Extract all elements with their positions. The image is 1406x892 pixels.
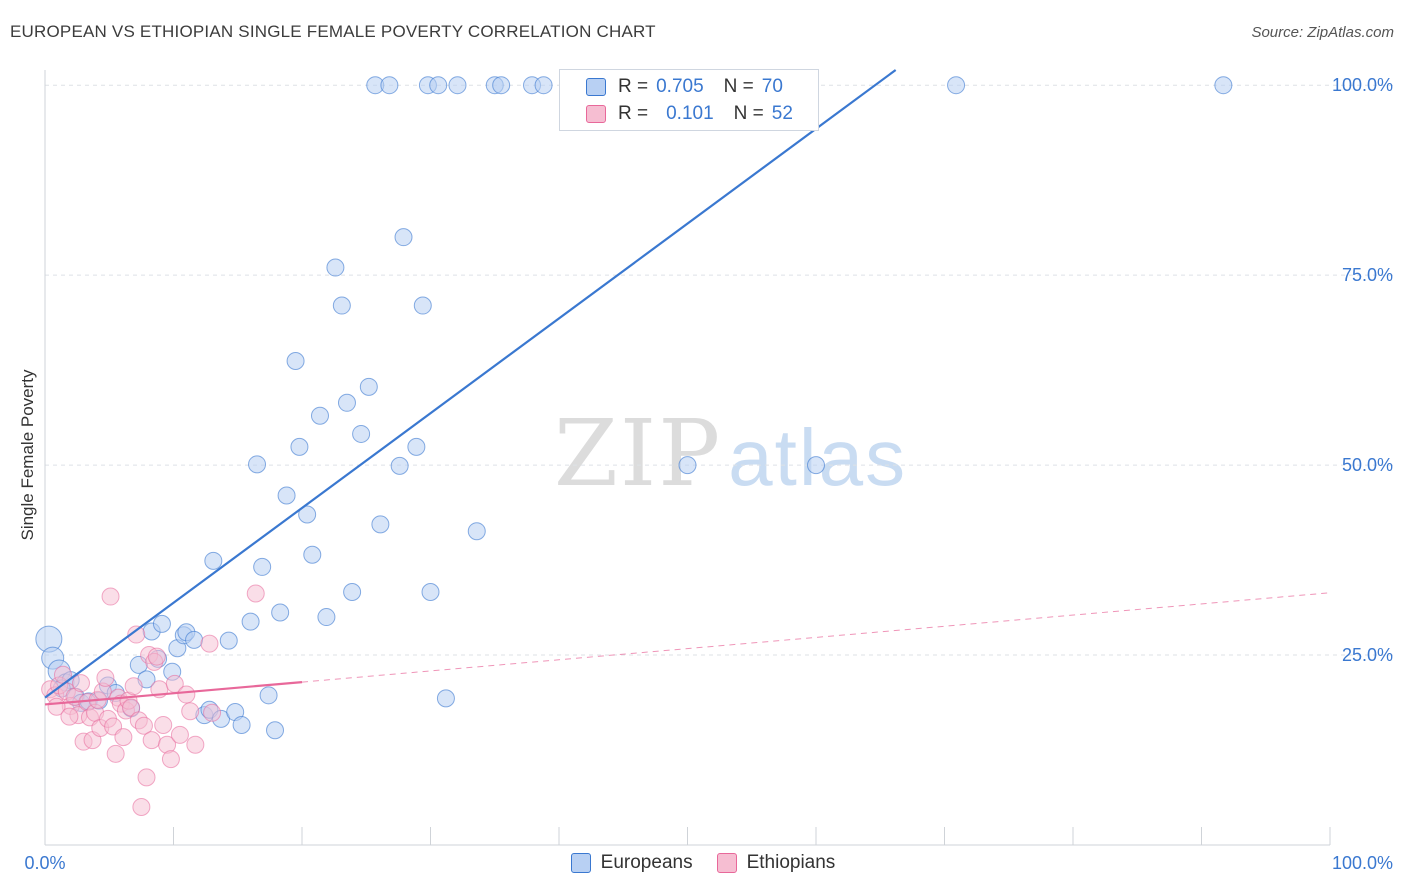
ethiopian-point	[124, 677, 143, 696]
ethiopian-point	[154, 715, 173, 734]
ethiopian-point	[127, 625, 146, 644]
ethiopian-point	[132, 798, 151, 817]
ethiopian-point	[246, 584, 265, 603]
european-point	[286, 352, 305, 371]
ethiopian-point	[71, 674, 90, 693]
european-point	[359, 377, 378, 396]
legend-n-value: 70	[761, 76, 783, 97]
legend-r-value: 0.101	[666, 103, 714, 124]
european-point	[492, 76, 511, 95]
european-point	[232, 715, 251, 734]
legend-label-europeans: Europeans	[600, 852, 693, 873]
source-credit: Source: ZipAtlas.com	[1251, 24, 1394, 41]
european-point	[1214, 76, 1233, 95]
european-point	[337, 393, 356, 412]
european-point	[253, 557, 272, 576]
european-point	[436, 689, 455, 708]
legend-r-label: R =	[618, 103, 649, 124]
chart-title: EUROPEAN VS ETHIOPIAN SINGLE FEMALE POVE…	[10, 22, 656, 41]
european-point	[271, 603, 290, 622]
european-point	[204, 551, 223, 570]
european-point	[317, 608, 336, 627]
european-point	[326, 258, 345, 277]
european-point	[303, 545, 322, 564]
ethiopian-point	[203, 703, 222, 722]
ethiopian-point	[181, 702, 200, 721]
legend-label-ethiopians: Ethiopians	[746, 852, 836, 873]
series-legend: Europeans Ethiopians	[0, 852, 1406, 874]
european-point	[332, 296, 351, 315]
european-point	[290, 437, 309, 456]
y-tick-label: 75.0%	[1342, 265, 1393, 285]
legend-r-value: 0.705	[656, 76, 704, 97]
ethiopian-point	[177, 685, 196, 704]
legend-swatch-ethiopians	[586, 105, 606, 123]
ethiopian-point	[147, 647, 166, 666]
x-tick-label: 100.0%	[1332, 853, 1393, 873]
watermark: ZIPatlas	[554, 400, 907, 507]
ethiopian-point	[161, 750, 180, 769]
legend-n-label: N =	[723, 76, 754, 97]
european-point	[678, 456, 697, 475]
european-point	[394, 228, 413, 247]
european-point	[152, 614, 171, 633]
european-point	[390, 456, 409, 475]
legend-item-ethiopians[interactable]: Ethiopians	[716, 852, 836, 874]
legend-n-label: N =	[733, 103, 764, 124]
ethiopian-point	[137, 768, 156, 787]
ethiopian-point	[101, 587, 120, 606]
legend-item-europeans[interactable]: Europeans	[570, 852, 693, 874]
legend-n-value: 52	[771, 103, 793, 124]
european-point	[947, 76, 966, 95]
ethiopian-point	[170, 725, 189, 744]
european-point	[429, 76, 448, 95]
european-point	[413, 296, 432, 315]
ethiopian-point	[60, 707, 79, 726]
european-point	[310, 406, 329, 425]
ethiopian-trend-line	[44, 681, 303, 706]
ethiopian-point	[186, 735, 205, 754]
european-point	[352, 424, 371, 443]
european-point	[241, 612, 260, 631]
european-point	[807, 456, 825, 475]
y-tick-label: 25.0%	[1342, 645, 1393, 665]
european-point	[421, 582, 440, 601]
ethiopian-point	[96, 668, 115, 687]
legend-swatch-europeans	[570, 853, 591, 873]
ethiopian-point	[142, 731, 161, 750]
european-point	[467, 522, 486, 541]
legend-swatch-ethiopians	[716, 853, 737, 873]
x-tick-label: 0.0%	[24, 853, 65, 873]
legend-swatch-europeans	[586, 78, 606, 96]
legend-row-europeans: R = 0.705 N = 70	[586, 75, 783, 99]
ethiopian-point	[106, 744, 125, 763]
european-point	[248, 455, 267, 474]
legend-r-label: R =	[618, 76, 649, 97]
y-tick-label: 100.0%	[1332, 75, 1393, 95]
european-point	[219, 631, 238, 650]
european-point	[343, 582, 362, 601]
correlation-legend: R = 0.705 N = 70 R = 0.101 N = 52	[559, 69, 819, 131]
european-point	[371, 515, 390, 534]
european-point	[277, 486, 296, 505]
ethiopian-point	[134, 716, 153, 735]
european-point	[185, 630, 204, 649]
ethiopian-point	[200, 634, 219, 653]
watermark-zip: ZIP	[554, 400, 723, 507]
european-point	[298, 505, 317, 524]
european-point	[259, 686, 278, 705]
ethiopian-trend-extension	[301, 592, 1331, 683]
european-point	[407, 437, 426, 456]
ethiopian-point	[114, 728, 133, 747]
y-tick-label: 50.0%	[1342, 455, 1393, 475]
european-point	[534, 76, 553, 95]
european-point	[380, 76, 399, 95]
european-point	[266, 721, 285, 740]
european-trend-line	[44, 69, 897, 699]
european-point	[448, 76, 467, 95]
legend-row-ethiopians: R = 0.101 N = 52	[586, 102, 793, 126]
